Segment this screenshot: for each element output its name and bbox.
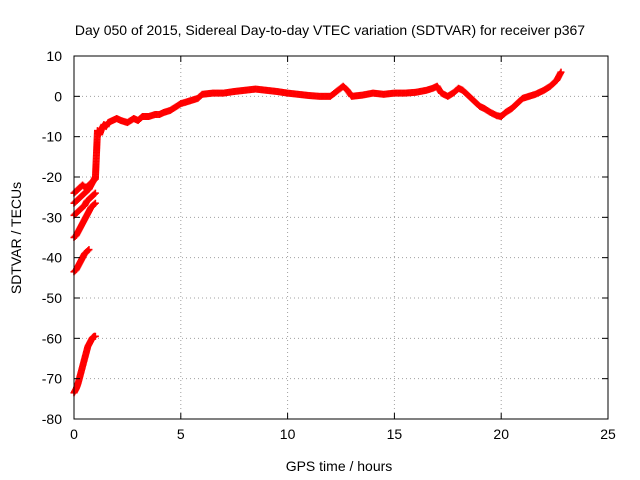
y-tick-label: -80: [42, 411, 62, 427]
data-point: [91, 189, 99, 197]
x-tick-label: 20: [493, 426, 509, 442]
data-markers: [70, 68, 565, 397]
data-point: [91, 199, 99, 207]
data-point: [90, 200, 98, 208]
y-tick-label: -10: [42, 129, 62, 145]
x-tick-label: 5: [177, 426, 185, 442]
y-axis-title: SDTVAR / TECUs: [8, 182, 24, 294]
grid-lines: [74, 56, 608, 419]
y-tick-label: -20: [42, 169, 62, 185]
y-tick-label: -40: [42, 250, 62, 266]
data-point: [84, 247, 92, 255]
data-point: [90, 190, 98, 198]
x-tick-labels: 0 5 10 15 20 25: [70, 426, 616, 442]
data-point: [557, 68, 565, 76]
x-tick-label: 15: [387, 426, 403, 442]
chart-title: Day 050 of 2015, Sidereal Day-to-day VTE…: [75, 22, 585, 38]
y-tick-label: 10: [46, 48, 62, 64]
y-tick-labels: -80 -70 -60 -50 -40 -30 -20 -10 0 10: [42, 48, 62, 427]
plot-frame: [73, 55, 609, 420]
y-tick-label: -50: [42, 290, 62, 306]
x-tick-label: 25: [600, 426, 616, 442]
y-tick-label: -60: [42, 330, 62, 346]
x-axis-title: GPS time / hours: [286, 458, 393, 474]
plot-border: [73, 55, 609, 420]
data-point: [91, 332, 99, 340]
data-point: [85, 246, 93, 254]
x-tick-label: 0: [70, 426, 78, 442]
y-tick-label: 0: [54, 88, 62, 104]
y-tick-label: -70: [42, 371, 62, 387]
y-tick-label: -30: [42, 209, 62, 225]
x-tick-label: 10: [280, 426, 296, 442]
